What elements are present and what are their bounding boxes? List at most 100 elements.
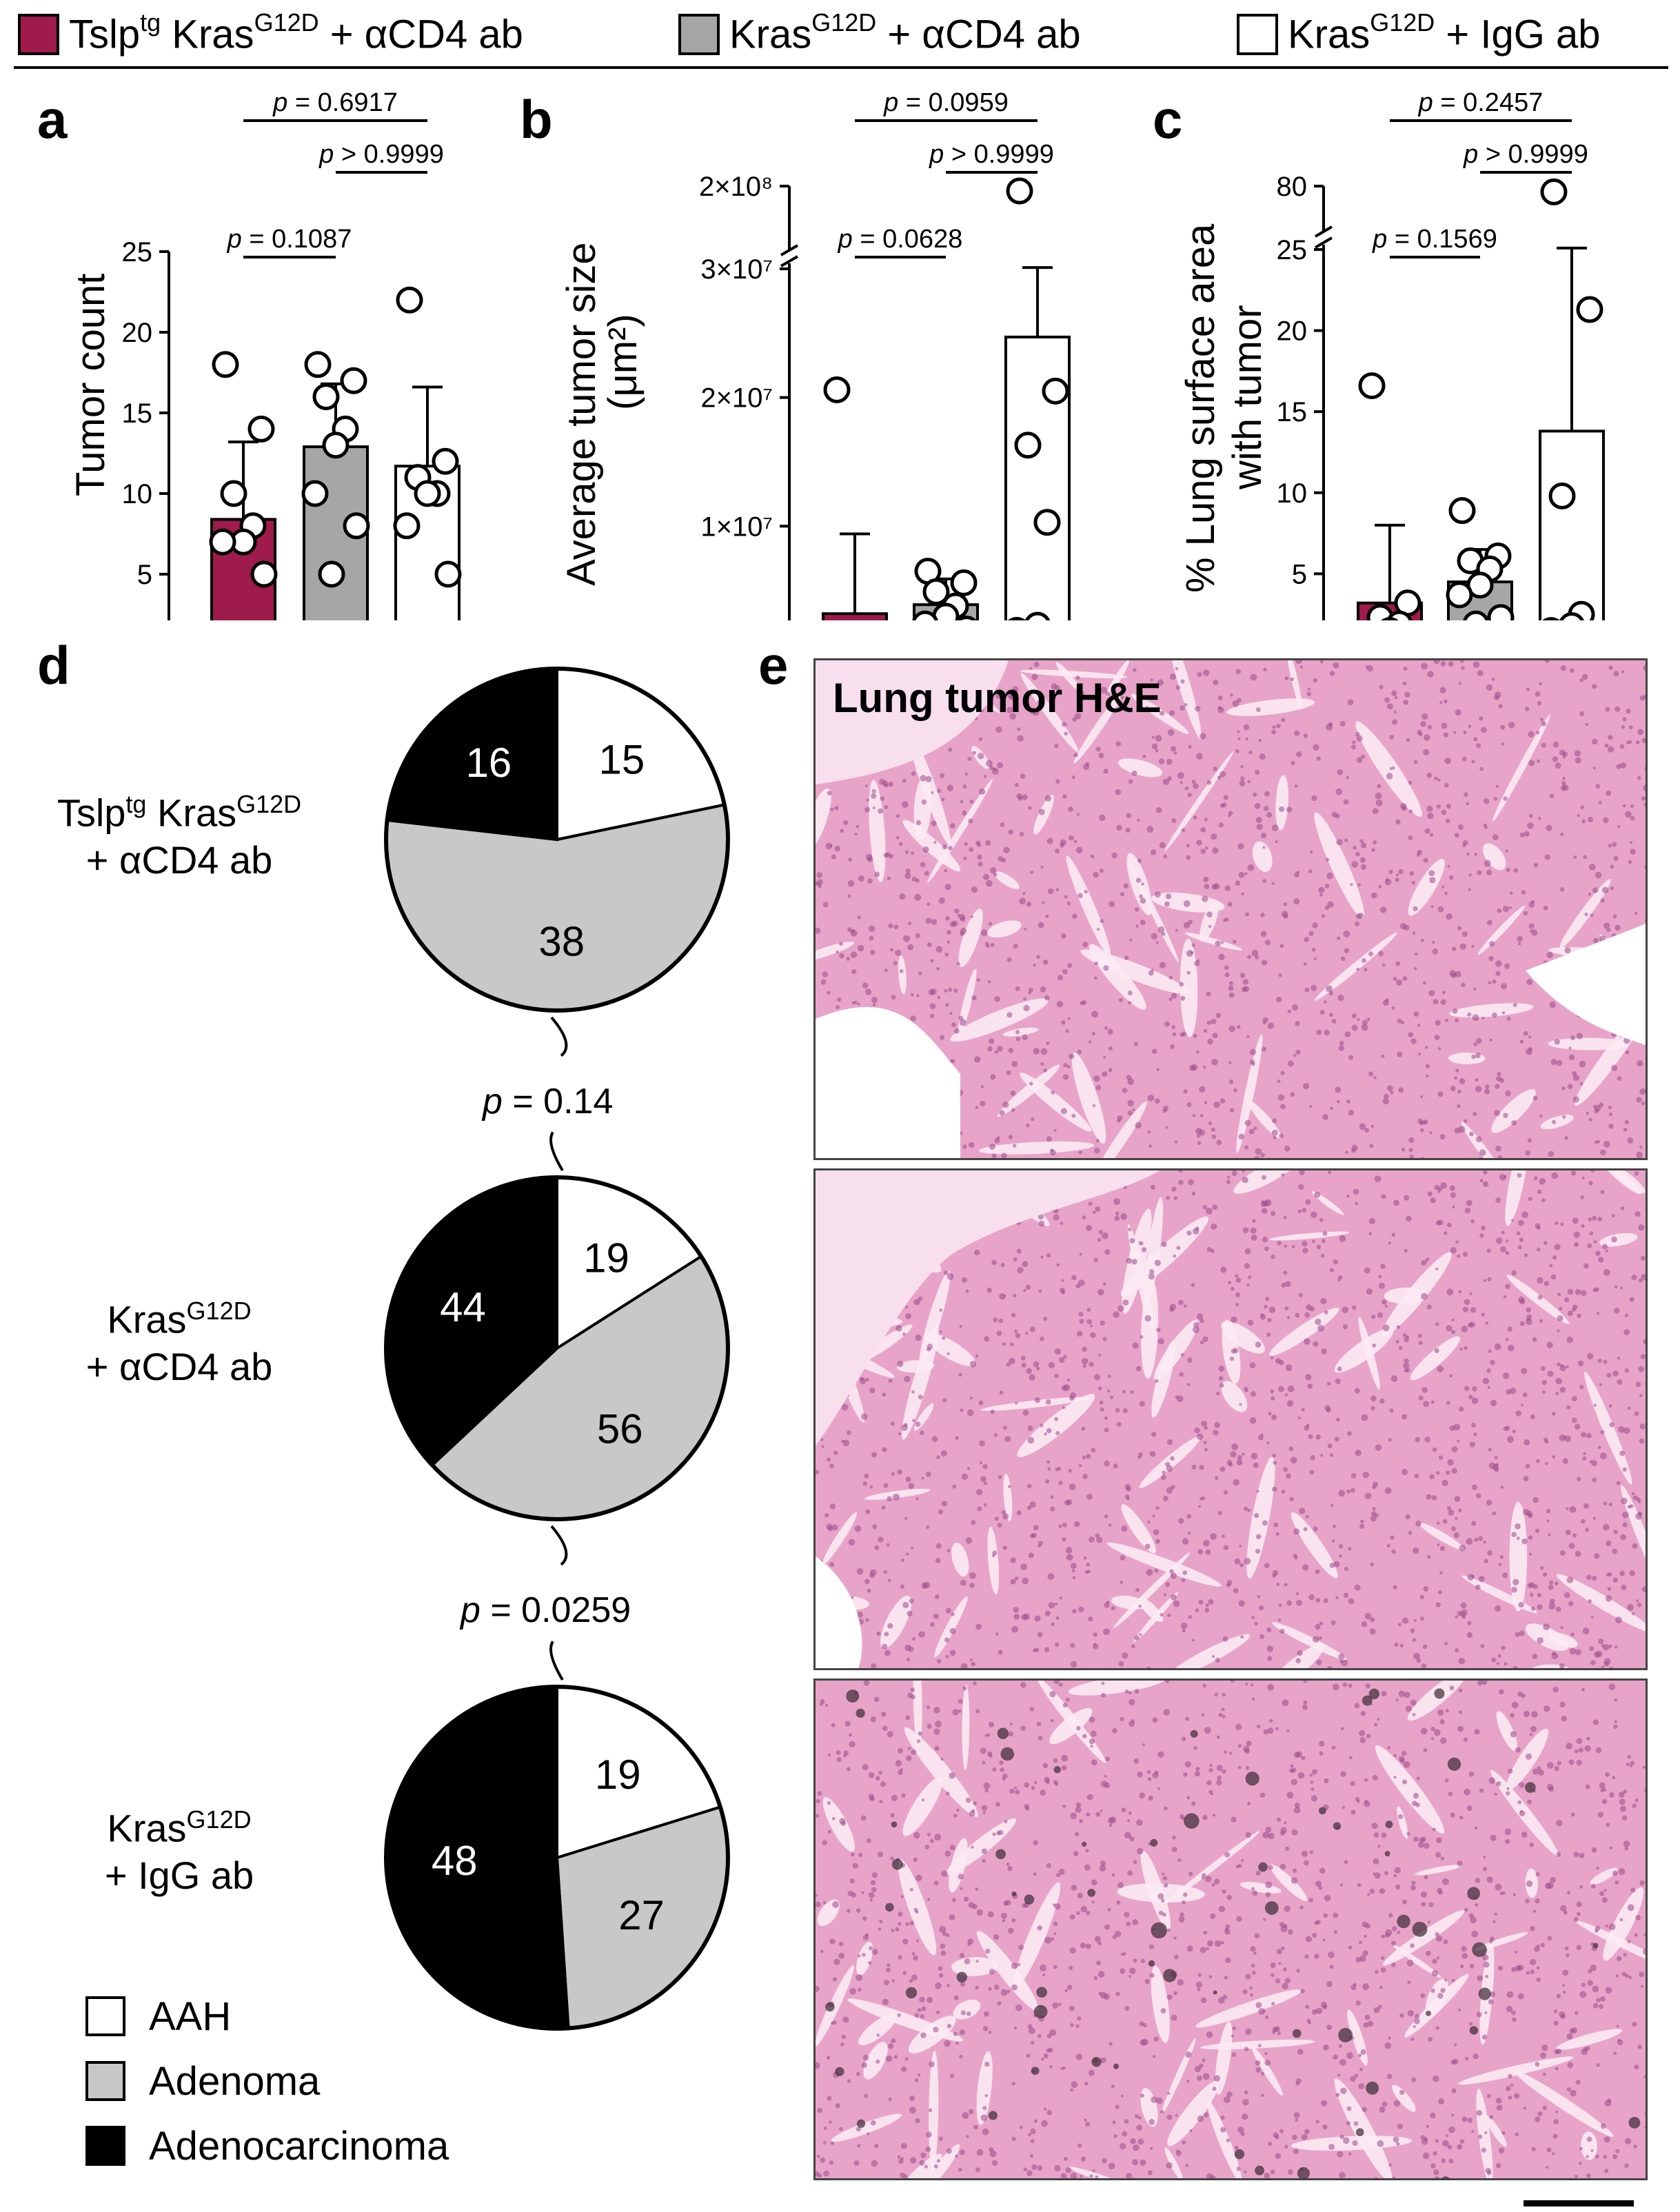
nucleus [1264, 940, 1271, 946]
nucleus [1022, 794, 1028, 800]
nucleus [1170, 1456, 1175, 1461]
nucleus [1310, 984, 1317, 991]
nucleus [1634, 1933, 1638, 1937]
nucleus [1162, 1470, 1166, 1475]
nucleus [1151, 2096, 1157, 2103]
nucleus [1544, 854, 1550, 860]
nucleus [1492, 1511, 1497, 1516]
nucleus [1525, 1753, 1532, 1761]
nucleus [1200, 1997, 1207, 2003]
nucleus [1003, 1900, 1009, 1906]
nucleus [1248, 750, 1253, 755]
nucleus [1233, 1088, 1237, 1093]
nucleus [1115, 2104, 1120, 2109]
nucleus [1416, 1776, 1420, 1780]
nucleus [1007, 691, 1014, 699]
nucleus [1337, 2151, 1344, 2158]
nucleus [836, 950, 839, 954]
nucleus [1199, 1465, 1204, 1470]
nucleus [1251, 1683, 1254, 1687]
nucleus [1176, 1246, 1181, 1250]
nucleus [1161, 1241, 1167, 1248]
nucleus [1295, 660, 1302, 664]
nucleus [1095, 1533, 1100, 1539]
nucleus [1585, 1784, 1590, 1789]
nucleus [902, 801, 909, 808]
nucleus [1205, 1549, 1211, 1555]
nucleus [1062, 1522, 1068, 1528]
nucleus [1332, 1539, 1335, 1543]
nucleus [1561, 1086, 1566, 1090]
nucleus [1135, 1587, 1140, 1592]
nucleus [1396, 1325, 1401, 1330]
nucleus [1305, 1199, 1311, 1205]
nucleus [1346, 2052, 1354, 2060]
nucleus [1089, 1716, 1095, 1723]
nucleus [1424, 828, 1430, 834]
nucleus [931, 1436, 938, 1442]
nucleus [1542, 1390, 1546, 1394]
nucleus [1471, 944, 1475, 948]
nucleus [878, 1536, 884, 1543]
stroma-gap [1184, 932, 1243, 951]
nucleus [1548, 1533, 1551, 1536]
nucleus [1236, 1916, 1242, 1922]
nucleus [1027, 2133, 1031, 2137]
nucleus [1055, 849, 1060, 854]
nucleus [1140, 897, 1146, 904]
nucleus [1633, 2144, 1638, 2149]
nucleus [1343, 2137, 1350, 2144]
nucleus [947, 1984, 950, 1987]
nucleus [1054, 1373, 1059, 1379]
nucleus [1103, 965, 1109, 971]
nucleus [1588, 1117, 1592, 1122]
nucleus [895, 1325, 902, 1332]
nucleus [1095, 1139, 1100, 1143]
nucleus [1154, 1568, 1159, 1573]
nucleus [1152, 1772, 1159, 1778]
nucleus [1528, 901, 1535, 908]
nucleus [1507, 1344, 1515, 1352]
stroma-gap [1251, 2045, 1284, 2096]
nucleus [1085, 2122, 1091, 2127]
nucleus [1603, 1140, 1610, 1148]
nucleus [1002, 1425, 1007, 1430]
nucleus [1291, 1767, 1297, 1773]
nucleus [1022, 1410, 1029, 1416]
nucleus [989, 765, 993, 770]
nucleus [931, 919, 938, 925]
nucleus [1444, 1778, 1449, 1783]
nucleus [1296, 751, 1302, 758]
nucleus [1471, 1930, 1479, 1938]
nucleus [1576, 1945, 1582, 1951]
nucleus [945, 1607, 951, 1614]
nucleus [1446, 1506, 1452, 1511]
nucleus [1275, 1978, 1281, 1984]
nucleus [1471, 1484, 1478, 1490]
nucleus [1071, 775, 1075, 780]
nucleus [1413, 1792, 1419, 1799]
nucleus [1532, 1337, 1537, 1342]
nucleus [1421, 1902, 1426, 1907]
nucleus [1150, 678, 1154, 682]
nucleus [1293, 1807, 1301, 1814]
nucleus [1518, 1601, 1524, 1608]
nucleus [959, 2149, 966, 2155]
nucleus [1441, 1479, 1448, 1487]
nucleus [1488, 1777, 1496, 1785]
nucleus [1009, 1723, 1013, 1726]
nucleus [1451, 1318, 1455, 1322]
nucleus [1411, 880, 1415, 885]
nucleus [990, 1409, 995, 1414]
nucleus [1590, 1460, 1597, 1467]
nucleus [1251, 1452, 1258, 1460]
nucleus [978, 861, 983, 867]
nucleus [1584, 912, 1588, 916]
data-point [312, 383, 340, 411]
stroma-gap [1355, 721, 1422, 818]
nucleus [1072, 913, 1077, 919]
data-point [1540, 178, 1568, 205]
nucleus [1075, 1832, 1080, 1837]
nucleus [848, 1539, 856, 1546]
nucleus [1453, 731, 1457, 734]
